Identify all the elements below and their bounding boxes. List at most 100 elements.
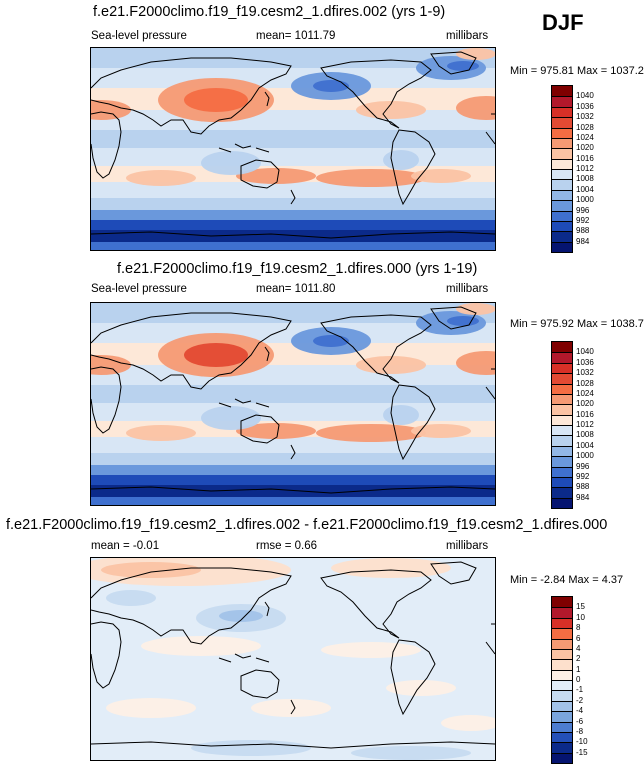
colorbar-label: 1 [576, 664, 581, 674]
colorbar-label: -4 [576, 706, 584, 716]
colorbar-label: 988 [576, 226, 590, 236]
colorbar-label: 2 [576, 654, 581, 664]
panel1-variable-label: Sea-level pressure [91, 30, 187, 42]
colorbar-label: 1008 [576, 430, 594, 440]
colorbar-label: 10 [576, 612, 585, 622]
colorbar-swatch [552, 648, 572, 660]
colorbar-swatch [552, 117, 572, 128]
colorbar-label: 1036 [576, 101, 594, 111]
colorbar-label: -1 [576, 685, 584, 695]
colorbar-swatch [552, 617, 572, 629]
colorbar-label: 984 [576, 236, 590, 246]
colorbar-label: 0 [576, 675, 581, 684]
colorbar-swatch [552, 435, 572, 446]
colorbar-label: 6 [576, 633, 581, 643]
colorbar-label: 1008 [576, 174, 594, 184]
colorbar-swatch [552, 342, 572, 353]
colorbar-swatch [552, 700, 572, 712]
colorbar-swatch [552, 189, 572, 201]
colorbar-label: 1028 [576, 122, 594, 132]
colorbar-label: 1040 [576, 347, 594, 357]
colorbar-label: -6 [576, 716, 584, 726]
colorbar-label: 1020 [576, 399, 594, 409]
colorbar-label: 1032 [576, 112, 594, 122]
colorbar-label: 984 [576, 492, 590, 502]
colorbar-swatch [552, 127, 572, 138]
colorbar-swatch [552, 404, 572, 415]
panel3-units-label: millibars [446, 540, 489, 552]
colorbar-swatch [552, 466, 572, 477]
colorbar-label: 992 [576, 471, 590, 481]
colorbar-label: 1012 [576, 164, 594, 173]
colorbar-swatch [552, 179, 572, 190]
colorbar-label: 1032 [576, 368, 594, 378]
colorbar-label: 1000 [576, 195, 594, 205]
colorbar-swatch [552, 200, 572, 211]
colorbar-swatch [552, 96, 572, 107]
panel3-map [90, 557, 496, 761]
colorbar-swatch [552, 711, 572, 722]
colorbar-swatch [552, 628, 572, 639]
colorbar-swatch [552, 690, 572, 701]
panel3-mean-label: mean = -0.01 [91, 540, 160, 552]
colorbar-label: 1028 [576, 378, 594, 388]
colorbar-label: 996 [576, 205, 590, 215]
colorbar-swatch [552, 362, 572, 374]
panel3-minmax: Min = -2.84 Max = 4.37 [510, 574, 624, 586]
colorbar-swatch [552, 210, 572, 221]
colorbar-swatch [552, 231, 572, 242]
colorbar-swatch [552, 373, 572, 384]
colorbar-swatch [552, 158, 572, 169]
colorbar-label: 988 [576, 482, 590, 492]
panel2-mean-label: mean= 1011.80 [256, 283, 336, 295]
panel3-title: f.e21.F2000climo.f19_f19.cesm2_1.dfires.… [6, 517, 608, 533]
panel1-colorbar: 1040 1036 1032 1028 1024 1020 1016 1012 1008 1004… [551, 85, 594, 253]
colorbar-label: 1016 [576, 409, 594, 419]
colorbar-swatch [552, 137, 572, 149]
colorbar-swatch [552, 607, 572, 618]
colorbar-label: 15 [576, 602, 585, 612]
colorbar-swatch [552, 659, 572, 670]
panel1-title: f.e21.F2000climo.f19_f19.cesm2_1.dfires.… [93, 4, 446, 20]
panel3-rmse-label: rmse = 0.66 [256, 540, 318, 552]
colorbar-label: 992 [576, 215, 590, 225]
colorbar-swatch [552, 425, 572, 436]
colorbar-swatch [552, 352, 572, 363]
colorbar-swatch [552, 721, 572, 732]
panel1-mean-label: mean= 1011.79 [256, 30, 336, 42]
colorbar-swatch [552, 86, 572, 97]
colorbar-label: -2 [576, 695, 584, 705]
panel2-colorbar: 1040 1036 1032 1028 1024 1020 1016 1012 1008 1004… [551, 341, 594, 509]
panel2-variable-label: Sea-level pressure [91, 283, 187, 295]
colorbar-label: -10 [576, 737, 588, 747]
colorbar-label: 1020 [576, 143, 594, 153]
colorbar-label: 4 [576, 643, 581, 653]
colorbar-swatch [552, 680, 572, 691]
panel3-colorbar: 15 10 8 6 4 2 1 0 -1 -2 -4 -6 -8 -10 -15 [551, 596, 588, 764]
colorbar-label: -15 [576, 747, 588, 757]
panel1-minmax: Min = 975.81 Max = 1037.21 [510, 65, 644, 77]
colorbar-swatch [552, 731, 572, 743]
colorbar-swatch [552, 393, 572, 405]
colorbar-swatch [552, 414, 572, 425]
colorbar-swatch [552, 597, 572, 608]
colorbar-label: 996 [576, 461, 590, 471]
panel2-units-label: millibars [446, 283, 489, 295]
colorbar-swatch [552, 497, 572, 508]
season-label: DJF [542, 10, 584, 35]
colorbar-swatch [552, 742, 572, 753]
colorbar-label: 1004 [576, 184, 594, 194]
panel2-minmax: Min = 975.92 Max = 1038.73 [510, 318, 644, 330]
colorbar-label: 1040 [576, 91, 594, 101]
colorbar-swatch [552, 241, 572, 252]
colorbar-label: -8 [576, 726, 584, 736]
colorbar-swatch [552, 445, 572, 457]
colorbar-label: 8 [576, 623, 581, 633]
panel2-title: f.e21.F2000climo.f19_f19.cesm2_1.dfires.… [117, 261, 478, 277]
panel1-units-label: millibars [446, 30, 489, 42]
panel2-map [90, 302, 496, 506]
colorbar-swatch [552, 669, 572, 680]
colorbar-label: 1012 [576, 420, 594, 429]
colorbar-label: 1004 [576, 440, 594, 450]
colorbar-swatch [552, 106, 572, 118]
